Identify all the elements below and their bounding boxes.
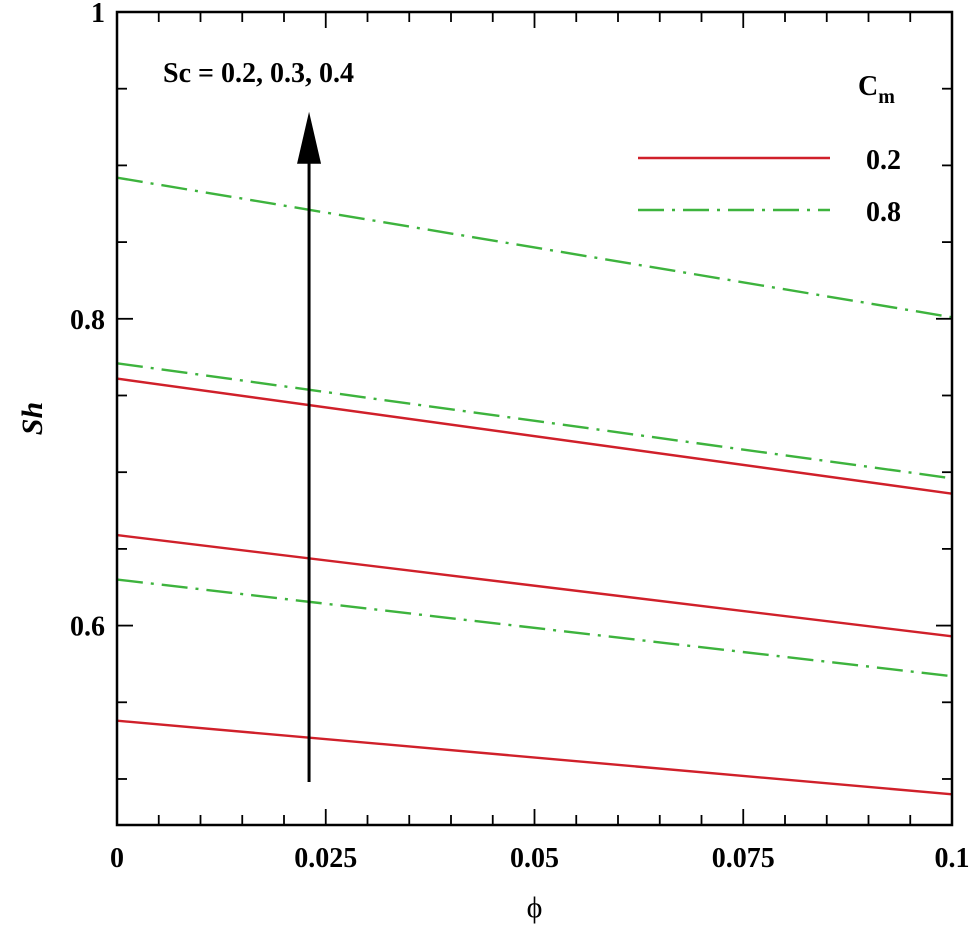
sc-arrow	[297, 111, 322, 783]
x-tick-label: 0.1	[935, 843, 970, 874]
legend-entries: 0.2 0.8	[638, 145, 901, 228]
y-axis-label: Sh	[16, 402, 49, 435]
series-line-3	[116, 377, 953, 495]
x-tick-label: 0.05	[510, 843, 559, 874]
legend-title-sub: m	[878, 86, 895, 108]
legend: Cm 0.2 0.8	[638, 71, 901, 228]
series-line-1	[116, 719, 953, 796]
series-line-6	[116, 176, 953, 319]
x-axis-label: ϕ	[527, 891, 543, 924]
series-layer	[116, 176, 953, 796]
series-line-2	[116, 533, 953, 638]
y-tick-label: 0.6	[70, 612, 105, 643]
y-tick-label: 1	[91, 0, 105, 29]
legend-title: Cm	[858, 71, 895, 108]
x-tick-label: 0.075	[712, 843, 775, 874]
legend-label: 0.2	[866, 145, 901, 176]
series-line-5	[116, 362, 953, 480]
x-tick-label: 0.025	[294, 843, 357, 874]
plot-frame	[115, 10, 954, 827]
legend-title-main: C	[858, 71, 878, 102]
y-tick-label: 0.8	[70, 305, 105, 336]
x-tick-label: 0	[110, 843, 124, 874]
arrow-head	[297, 111, 322, 164]
axis-ticks: 0 0.025 0.05 0.075 0.1 0.6 0.8 1	[70, 0, 970, 874]
legend-label: 0.8	[866, 197, 901, 228]
sc-annotation: Sc = 0.2, 0.3, 0.4	[163, 58, 354, 89]
series-line-4	[116, 578, 953, 678]
